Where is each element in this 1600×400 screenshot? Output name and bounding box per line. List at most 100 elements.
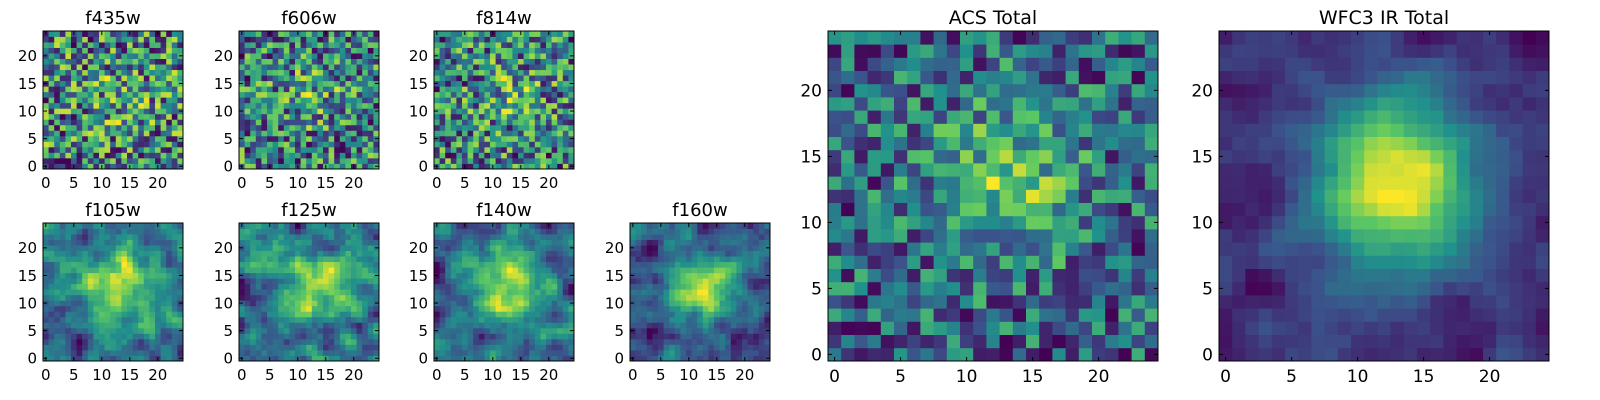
- heatmap-cell: [110, 355, 117, 362]
- heatmap-cell: [652, 349, 659, 356]
- heatmap-cell: [351, 42, 357, 48]
- heatmap-cell: [317, 289, 324, 296]
- heatmap-cell: [680, 289, 687, 296]
- heatmap-cell: [300, 58, 307, 65]
- heatmap-cell: [306, 97, 313, 104]
- heatmap-cell: [121, 311, 128, 318]
- heatmap-cell: [306, 278, 313, 285]
- heatmap-cell: [702, 250, 709, 257]
- heatmap-cell: [295, 69, 301, 76]
- heatmap-cell: [523, 316, 530, 323]
- heatmap-cell: [1012, 215, 1027, 230]
- panel-title: f814w: [476, 8, 531, 29]
- heatmap-cell: [87, 108, 94, 115]
- heatmap-cell: [1065, 334, 1080, 349]
- heatmap-cell: [512, 80, 519, 87]
- heatmap-cell: [76, 333, 83, 340]
- heatmap-cell: [557, 223, 564, 229]
- heatmap-cell: [289, 86, 296, 93]
- heatmap-cell: [328, 338, 335, 345]
- heatmap-cell: [501, 80, 508, 87]
- heatmap-cell: [339, 146, 346, 153]
- heatmap-cell: [115, 316, 122, 323]
- heatmap-cell: [138, 234, 145, 240]
- heatmap-cell: [742, 278, 748, 285]
- heatmap-cell: [171, 256, 178, 263]
- heatmap-cell: [506, 272, 513, 279]
- heatmap-cell: [177, 97, 184, 104]
- heatmap-cell: [518, 289, 524, 296]
- heatmap-cell: [445, 223, 452, 229]
- heatmap-cell: [529, 80, 536, 87]
- heatmap-cell: [255, 300, 262, 307]
- heatmap-cell: [518, 256, 524, 263]
- heatmap-cell: [82, 97, 89, 104]
- heatmap-cell: [334, 300, 341, 307]
- heatmap-cell: [351, 250, 357, 257]
- heatmap-cell: [557, 102, 564, 109]
- heatmap-cell: [59, 256, 66, 263]
- heatmap-cell: [351, 272, 357, 279]
- heatmap-cell: [506, 152, 513, 159]
- heatmap-cell: [267, 283, 273, 290]
- heatmap-cell: [467, 223, 474, 229]
- heatmap-cell: [1039, 334, 1053, 349]
- heatmap-cell: [104, 152, 111, 159]
- heatmap-cell: [663, 316, 670, 323]
- heatmap-cell: [478, 278, 485, 285]
- heatmap-cell: [686, 322, 692, 329]
- heatmap-cell: [295, 135, 301, 142]
- y-tick-label: 0: [27, 158, 37, 176]
- heatmap-cell: [490, 283, 496, 290]
- heatmap-cell: [523, 135, 530, 142]
- heatmap-cell: [518, 58, 524, 65]
- heatmap-cell: [267, 305, 273, 312]
- heatmap-cell: [1144, 176, 1159, 190]
- heatmap-cell: [652, 256, 659, 263]
- heatmap-cell: [121, 152, 128, 159]
- heatmap-cell: [439, 283, 446, 290]
- heatmap-cell: [473, 333, 480, 340]
- heatmap-cell: [456, 113, 463, 120]
- heatmap-cell: [132, 47, 139, 54]
- heatmap-cell: [736, 344, 743, 351]
- heatmap-cell: [462, 283, 468, 290]
- heatmap-cell: [239, 47, 245, 54]
- heatmap-cell: [663, 322, 670, 329]
- heatmap-cell: [155, 283, 161, 290]
- heatmap-cell: [691, 228, 698, 235]
- heatmap-cell: [534, 91, 541, 98]
- heatmap-cell: [171, 250, 178, 257]
- heatmap-cell: [328, 31, 335, 37]
- heatmap-cell: [278, 344, 285, 351]
- heatmap-cell: [59, 86, 66, 93]
- heatmap-cell: [250, 80, 257, 87]
- y-tick-label: 20: [409, 47, 428, 65]
- heatmap-cell: [551, 36, 558, 43]
- heatmap-cell: [551, 228, 558, 235]
- heatmap-cell: [467, 256, 474, 263]
- heatmap-cell: [691, 349, 698, 356]
- heatmap-cell: [674, 278, 681, 285]
- heatmap-cell: [506, 157, 513, 164]
- heatmap-cell: [1052, 308, 1066, 322]
- heatmap-cell: [373, 322, 380, 329]
- heatmap-cell: [562, 245, 569, 251]
- heatmap-cell: [43, 119, 49, 126]
- heatmap-cell: [115, 272, 122, 279]
- heatmap-cell: [306, 223, 313, 229]
- heatmap-cell: [323, 228, 329, 235]
- heatmap-cell: [894, 202, 908, 217]
- heatmap-cell: [1144, 281, 1159, 296]
- heatmap-cell: [48, 124, 55, 131]
- heatmap-cell: [127, 146, 133, 153]
- heatmap-cell: [546, 300, 552, 307]
- heatmap-cell: [1065, 202, 1080, 217]
- heatmap-cell: [663, 223, 670, 229]
- heatmap-cell: [551, 300, 558, 307]
- heatmap-cell: [501, 113, 508, 120]
- heatmap-cell: [1052, 268, 1066, 283]
- heatmap-cell: [317, 97, 324, 104]
- heatmap-cell: [551, 250, 558, 257]
- heatmap-cell: [250, 234, 257, 240]
